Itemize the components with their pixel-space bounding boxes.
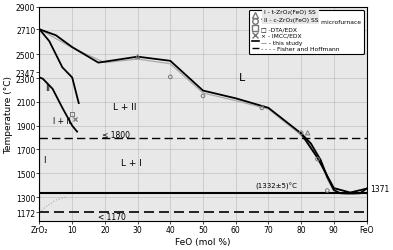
Text: I - t-ZrO₂(FeO) SS
II - c-ZrO₂(FeO) SS: I - t-ZrO₂(FeO) SS II - c-ZrO₂(FeO) SS <box>264 10 318 23</box>
Text: 1371: 1371 <box>370 184 389 193</box>
Point <box>167 76 173 80</box>
Point <box>314 157 321 161</box>
Text: < 1170: < 1170 <box>98 212 126 221</box>
Point <box>134 56 141 60</box>
Legend: △ - VPA IMCC, ◦ - VPA in Galakhov microfurnace, □ -DTA/EDX, × - IMCC/EDX, — - th: △ - VPA IMCC, ◦ - VPA in Galakhov microf… <box>249 10 364 55</box>
Text: L + I: L + I <box>121 158 141 168</box>
Text: I + II: I + II <box>53 116 71 125</box>
Point <box>305 131 311 135</box>
Point <box>200 94 206 98</box>
Y-axis label: Temperature (°C): Temperature (°C) <box>4 76 13 153</box>
Point <box>298 131 304 135</box>
Point <box>69 112 75 116</box>
Text: II: II <box>45 84 50 93</box>
Text: I: I <box>43 155 46 164</box>
Text: (1332±5)°C: (1332±5)°C <box>255 182 297 189</box>
Point <box>72 117 79 121</box>
Point <box>324 189 331 193</box>
Text: ≤ 1800: ≤ 1800 <box>102 130 130 139</box>
Text: L: L <box>239 72 245 83</box>
Point <box>259 106 265 110</box>
X-axis label: FeO (mol %): FeO (mol %) <box>175 237 231 246</box>
Text: L + II: L + II <box>113 103 136 112</box>
